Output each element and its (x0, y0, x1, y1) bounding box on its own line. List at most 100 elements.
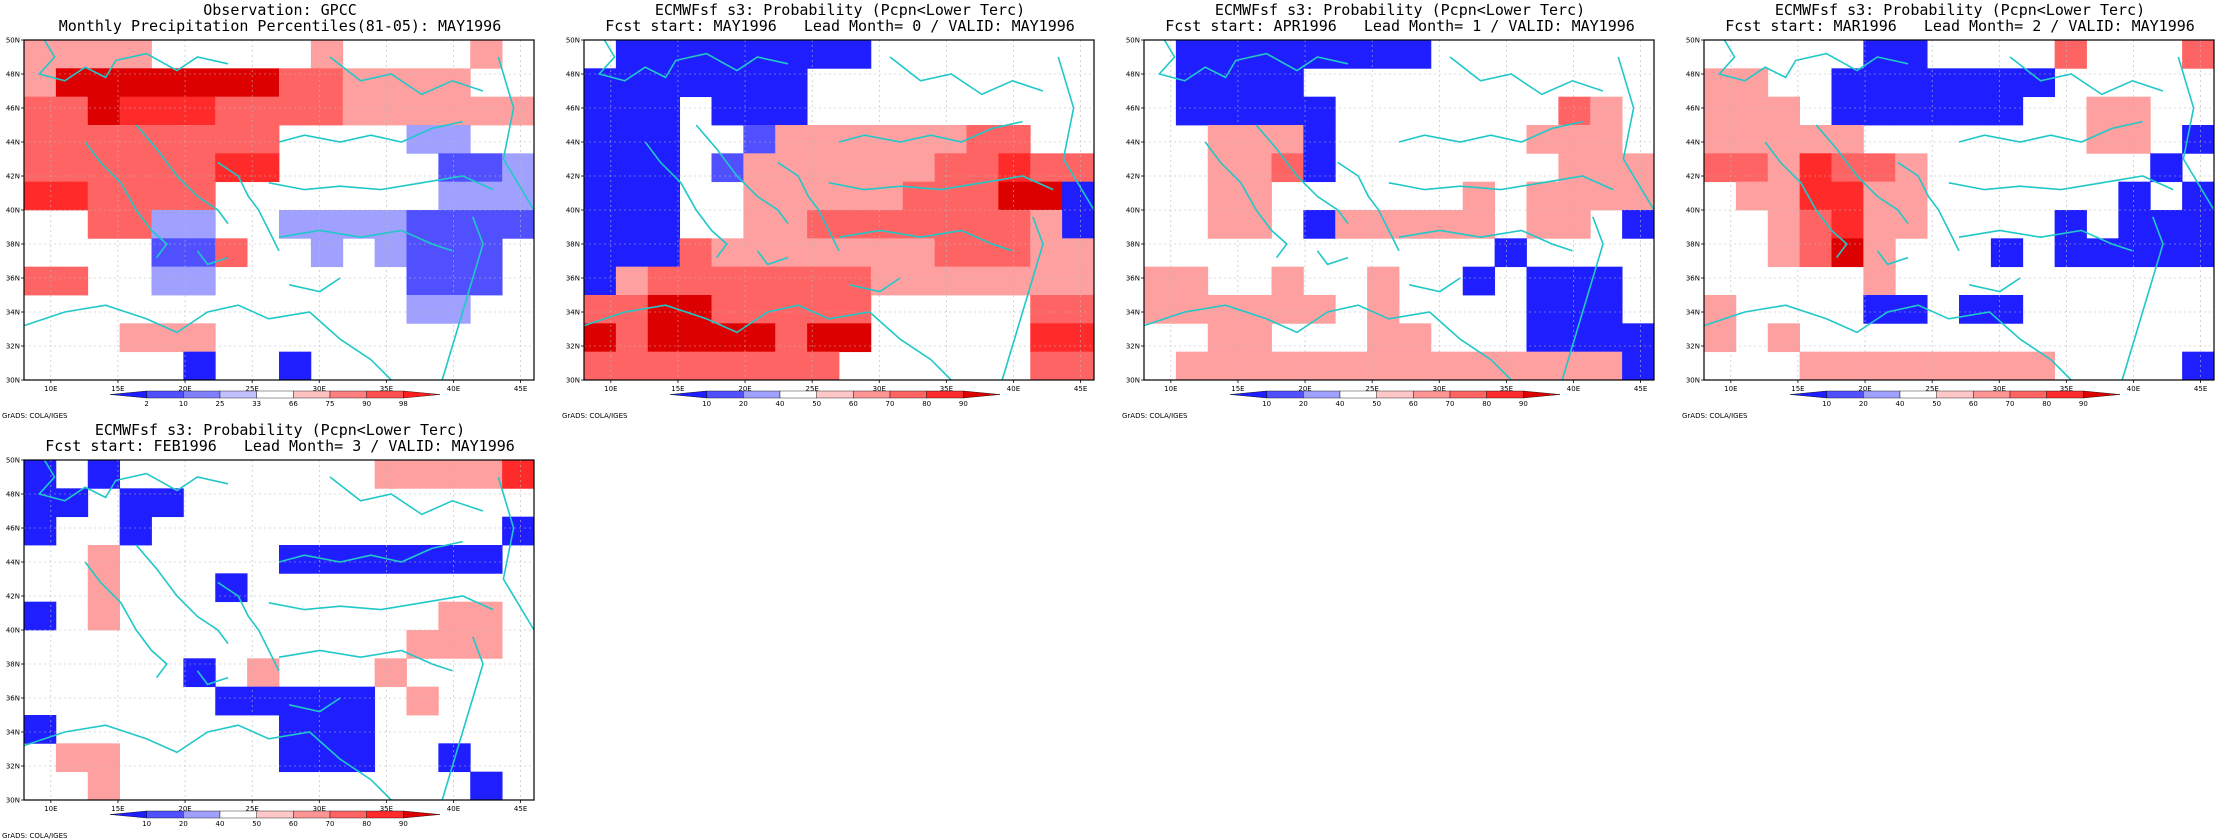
lat-label: 32N (566, 343, 580, 351)
grid-cell (1062, 295, 1095, 324)
grid-cell (711, 68, 744, 98)
grid-cell (1462, 266, 1496, 296)
grid-cell (2150, 238, 2183, 268)
map-subtitle: Monthly Precipitation Percentiles(81-05)… (58, 17, 502, 35)
colorbar-segment (743, 390, 781, 399)
grid-cell (342, 545, 376, 574)
grid-cell (406, 210, 439, 239)
colorbar-segment (329, 390, 367, 399)
grid-cell (807, 153, 840, 183)
grid-cell (406, 460, 439, 489)
grid-cell (1207, 96, 1241, 126)
grid-cell (1367, 40, 1400, 69)
grid-cell (1239, 153, 1272, 183)
grid-cell (1494, 238, 1527, 268)
grid-cell (775, 323, 808, 353)
lat-label: 50N (6, 457, 20, 465)
lat-label: 36N (566, 275, 580, 283)
grads-credit: GrADS: COLA/IGES (1682, 412, 1748, 420)
grid-cell (870, 153, 904, 183)
grid-cell (870, 238, 904, 268)
grid-cell (279, 686, 312, 716)
grid-cell (1622, 210, 1655, 239)
grid-cell (1335, 351, 1368, 381)
grid-cell (584, 323, 617, 353)
lon-label: 20E (738, 385, 751, 393)
lon-label: 30E (313, 385, 326, 393)
grid-cell (1239, 351, 1272, 381)
grid-cell (1990, 68, 2024, 98)
grid-cell (406, 545, 439, 574)
colorbar-label: 50 (812, 400, 821, 408)
grid-cell (711, 266, 744, 296)
lon-label: 40E (447, 805, 460, 813)
grid-cell (119, 96, 152, 126)
lon-label: 30E (873, 385, 886, 393)
grid-cell (24, 96, 57, 126)
lat-label: 40N (6, 627, 20, 635)
grid-cell (342, 743, 376, 773)
grid-cell (1399, 323, 1432, 353)
lat-label: 48N (566, 71, 580, 79)
grid-cell (647, 238, 681, 268)
colorbar-label: 60 (1409, 400, 1418, 408)
grid-cell (1990, 295, 2024, 324)
grid-cell (438, 545, 471, 574)
grid-cell (374, 238, 407, 268)
lon-label: 10E (44, 385, 57, 393)
grid-cell (1831, 238, 1864, 268)
coastline (196, 250, 229, 266)
coastline (1157, 39, 1349, 82)
grid-cell (775, 266, 808, 296)
grid-cell (310, 210, 344, 239)
grid-cell (1144, 295, 1177, 324)
colorbar-segment (1413, 390, 1451, 399)
grid-cell (406, 630, 439, 659)
grid-cell (775, 153, 808, 183)
grid-cell (1430, 210, 1464, 239)
colorbar-segment (1486, 390, 1524, 399)
coastline (1057, 56, 1095, 211)
grid-cell (647, 351, 681, 381)
colorbar-segment (853, 390, 891, 399)
colorbar-label: 66 (289, 400, 298, 408)
map-panel: ECMWFsf s3: Probability (Pcpn<Lower Terc… (1120, 0, 1680, 420)
coastline (135, 124, 229, 225)
grid-cell (1831, 210, 1864, 239)
lon-label: 25E (805, 385, 818, 393)
grid-cell (775, 96, 808, 126)
grid-cell (1526, 125, 1559, 154)
coastline (1143, 304, 1512, 381)
grid-cell (1367, 295, 1400, 324)
grid-cell (1622, 153, 1655, 183)
colorbar-segment (403, 390, 441, 399)
lon-label: 10E (1724, 385, 1737, 393)
grid-cell (2118, 238, 2151, 268)
lon-label: 30E (1993, 385, 2006, 393)
lon-label: 10E (44, 805, 57, 813)
grid-cell (1767, 238, 1801, 268)
coastline (289, 277, 341, 293)
colorbar-label: 40 (216, 820, 225, 828)
grid-cell (2118, 210, 2151, 239)
grid-cell (55, 488, 89, 518)
lon-label: 35E (380, 385, 393, 393)
grid-cell (151, 210, 184, 239)
grid-cell (374, 68, 407, 98)
lon-label: 45E (514, 385, 527, 393)
grid-cell (151, 96, 184, 126)
grid-cell (679, 238, 712, 268)
grid-cell (438, 68, 471, 98)
grid-cell (615, 323, 649, 353)
grid-cell (438, 460, 471, 489)
grid-cell (1895, 68, 1928, 98)
grid-cell (215, 68, 248, 98)
colorbar-label: 33 (252, 400, 261, 408)
grid-cell (342, 210, 376, 239)
colorbar-segment (706, 390, 744, 399)
grid-cell (438, 210, 471, 239)
grid-cell (24, 715, 57, 744)
grid-cell (1030, 266, 1063, 296)
grid-cell (87, 545, 121, 574)
coastline (838, 229, 1013, 252)
